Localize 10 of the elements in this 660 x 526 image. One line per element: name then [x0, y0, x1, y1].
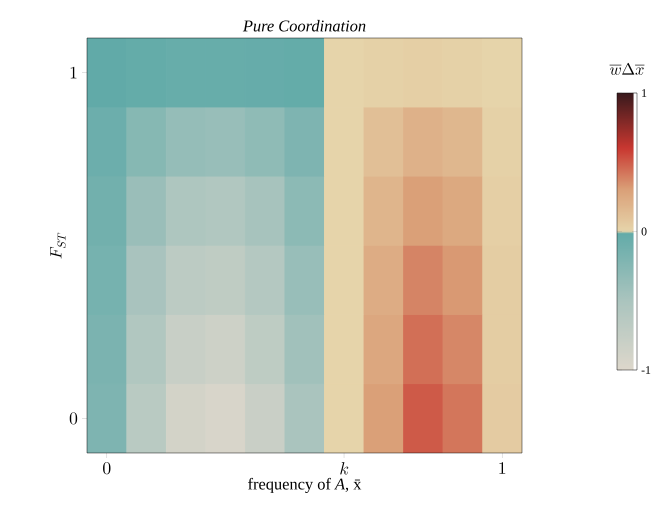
x-tick-label: $0$: [103, 462, 110, 474]
color-bar-title: $\overline{w}\Delta\overline{x}$: [610, 62, 644, 75]
chart-title: Pure Coordination: [242, 20, 366, 32]
color-bar-label: -1: [642, 366, 650, 374]
x-tick-label: $1$: [499, 462, 506, 474]
x-tick-label: $k$: [340, 462, 348, 475]
color-bar-label: 0: [642, 228, 647, 236]
x-axis-title: frequency of A, x̄: [248, 478, 362, 493]
color-bar-label: 1: [642, 89, 646, 97]
y-axis-title: $F_{ST}$: [50, 232, 66, 259]
